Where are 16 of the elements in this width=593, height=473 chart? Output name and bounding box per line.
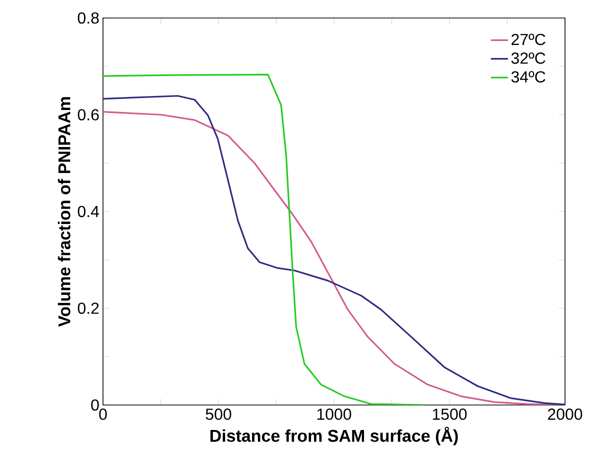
y-tick-label: 0.4	[78, 206, 99, 218]
y-tick-label: 0	[91, 399, 99, 411]
y-tick-label: 0.2	[78, 302, 99, 314]
y-tick-label: 0.8	[78, 12, 99, 24]
x-tick-label: 2000	[548, 408, 582, 420]
x-tick-label: 0	[99, 408, 107, 420]
x-tick-label: 500	[206, 408, 232, 420]
line-series	[103, 74, 426, 405]
y-axis-title: Volume fraction of PNIPAAm	[58, 97, 70, 327]
y-tick-label: 0.6	[78, 109, 99, 120]
x-axis-title: Distance from SAM surface (Å)	[210, 426, 458, 446]
legend-label: 34ºC	[511, 71, 546, 83]
x-tick-label: 1500	[432, 408, 467, 420]
legend-label: 32ºC	[511, 52, 546, 64]
legend-label: 27ºC	[512, 34, 546, 46]
x-tick-label: 1000	[317, 408, 352, 420]
